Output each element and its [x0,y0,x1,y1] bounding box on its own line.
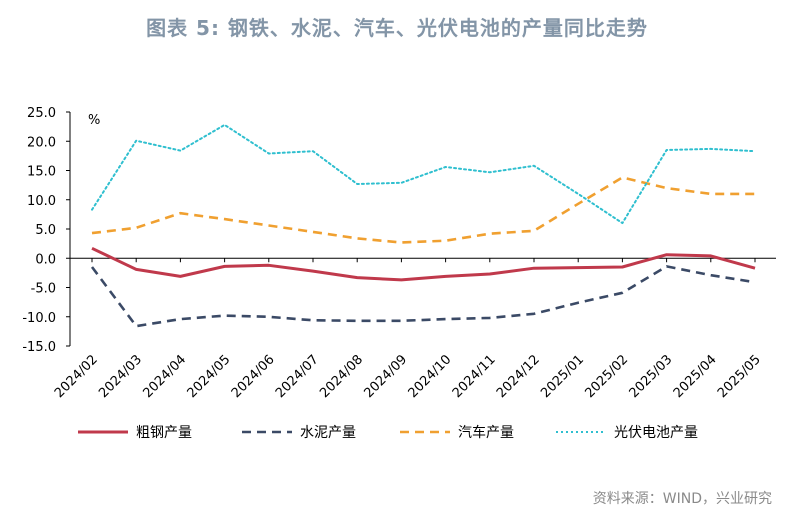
legend-label-3: 汽车产量 [458,424,514,441]
x-tick-label: 2025/01 [538,352,587,401]
y-tick-label: 20.0 [27,135,56,150]
y-tick-label: 25.0 [27,106,56,121]
x-tick-label: 2024/10 [406,352,455,401]
y-tick-label: -10.0 [22,311,56,326]
y-tick-label: -5.0 [31,282,56,297]
x-tick-label: 2025/05 [715,352,764,401]
y-tick-label: 10.0 [27,194,56,209]
y-tick-label: 5.0 [35,223,56,238]
chart-title: 图表 5: 钢铁、水泥、汽车、光伏电池的产量同比走势 [146,16,648,40]
series-line-4 [91,123,756,225]
x-tick-label: 2025/02 [582,352,631,401]
x-tick-label: 2024/02 [52,352,101,401]
series-lines [90,123,756,328]
x-tick-label: 2024/11 [450,352,499,401]
axes [69,112,776,346]
source-note: 资料来源：WIND，兴业研究 [592,491,772,507]
x-tick-label: 2024/12 [494,352,543,401]
series-line-2 [90,265,756,328]
legend: 粗钢产量 水泥产量 汽车产量 光伏电池产量 [78,424,698,441]
x-tick-label: 2024/09 [361,352,410,401]
x-tick-label: 2025/04 [671,352,720,401]
y-tick-label: 0.0 [35,252,56,267]
legend-label-4: 光伏电池产量 [614,425,698,441]
y-tick-label: 15.0 [27,165,56,180]
legend-label-2: 水泥产量 [300,425,356,441]
series-line-3 [91,176,755,244]
x-tick-label: 2025/03 [627,352,676,401]
y-tick-label: -15.0 [22,340,56,355]
y-tick-labels: 25.0 20.0 15.0 10.0 5.0 0.0 -5.0 -10.0 -15.0 [22,106,70,355]
legend-label-1: 粗钢产量 [136,425,192,441]
x-tick-label: 2024/06 [229,352,278,401]
x-tick-label: 2024/08 [317,352,366,401]
x-tick-label: 2024/04 [140,352,189,401]
x-tick-label: 2024/05 [185,352,234,401]
series-line-1 [91,246,756,282]
y-unit-label: % [88,113,100,128]
x-tick-label: 2024/03 [96,352,145,401]
x-tick-label: 2024/07 [273,352,322,401]
